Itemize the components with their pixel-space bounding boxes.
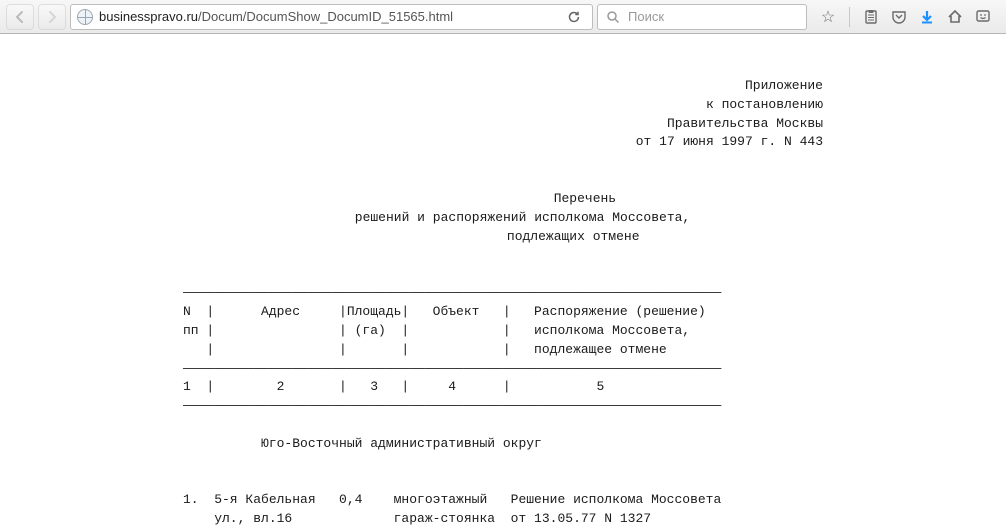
back-button[interactable] [6, 4, 34, 30]
header-right: Приложение к постановлению Правительства… [183, 77, 823, 152]
globe-icon [77, 9, 93, 25]
table-rows-container: 1. 5-я Кабельная 0,4 многоэтажный Решени… [183, 491, 823, 526]
table-rule-bot: ————————————————————————————————————————… [183, 398, 721, 413]
home-icon[interactable] [946, 8, 964, 26]
table-colnums: 1 | 2 | 3 | 4 | 5 [183, 379, 604, 394]
doc-title: Перечень решений и распоряжений исполком… [183, 190, 823, 247]
search-placeholder: Поиск [628, 9, 664, 24]
table-rule-top: ————————————————————————————————————————… [183, 285, 721, 300]
forward-arrow-icon [43, 8, 61, 26]
search-box[interactable]: Поиск [597, 4, 807, 30]
reload-button[interactable] [562, 6, 586, 28]
table-header-1: N | Адрес |Площадь| Объект | Распоряжени… [183, 304, 706, 319]
back-arrow-icon [11, 8, 29, 26]
browser-toolbar: businesspravo.ru/Docum/DocumShow_DocumID… [0, 0, 1006, 34]
table-header-2: пп | | (га) | | исполкома Моссовета, [183, 323, 690, 338]
clipboard-icon[interactable] [862, 8, 880, 26]
toolbar-right-icons: ☆ [811, 7, 1000, 27]
table-header-3: | | | | подлежащее отмене [183, 342, 667, 357]
url-text: businesspravo.ru/Docum/DocumShow_DocumID… [99, 9, 556, 24]
download-icon[interactable] [918, 8, 936, 26]
document-body: Приложение к постановлению Правительства… [183, 58, 823, 526]
search-icon [604, 8, 622, 26]
separator [849, 7, 850, 27]
page-viewport[interactable]: Приложение к постановлению Правительства… [0, 34, 1006, 526]
forward-button[interactable] [38, 4, 66, 30]
pocket-icon[interactable] [890, 8, 908, 26]
section-heading: Юго-Восточный административный округ [183, 436, 542, 451]
feedback-icon[interactable] [974, 8, 992, 26]
table-rule-mid: ————————————————————————————————————————… [183, 361, 721, 376]
url-bar[interactable]: businesspravo.ru/Docum/DocumShow_DocumID… [70, 4, 593, 30]
bookmark-star-icon[interactable]: ☆ [819, 8, 837, 26]
